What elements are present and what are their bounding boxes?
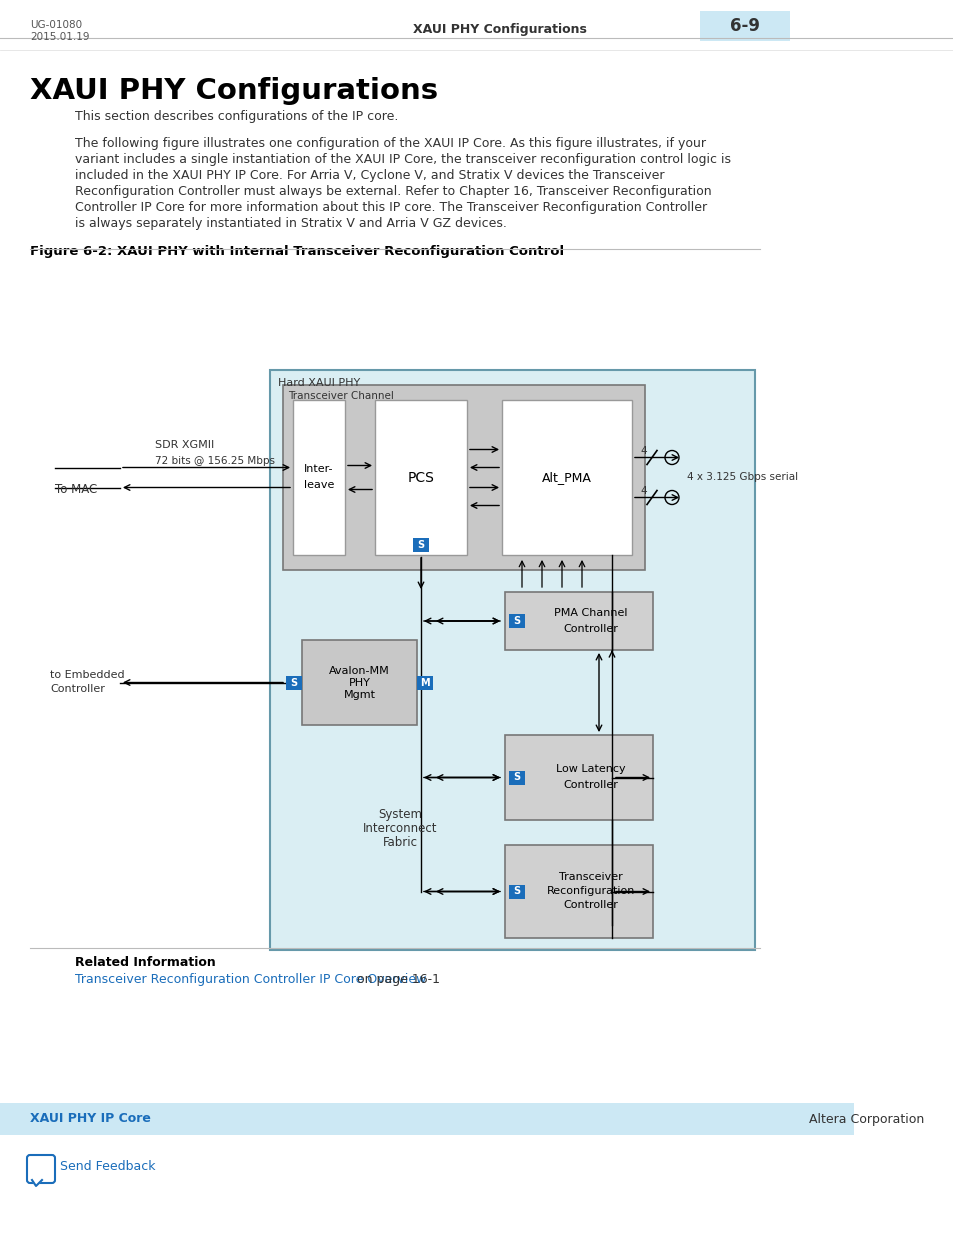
Bar xyxy=(0,1103,853,1135)
Text: System: System xyxy=(377,808,421,821)
Text: Related Information: Related Information xyxy=(75,956,215,968)
Bar xyxy=(504,735,652,820)
Text: S: S xyxy=(513,887,520,897)
Text: 4: 4 xyxy=(639,487,646,496)
Text: Altera Corporation: Altera Corporation xyxy=(808,1113,923,1125)
Text: variant includes a single instantiation of the XAUI IP Core, the transceiver rec: variant includes a single instantiation … xyxy=(75,153,730,165)
Bar xyxy=(286,676,302,689)
Text: Inter-: Inter- xyxy=(304,464,334,474)
Text: To MAC: To MAC xyxy=(55,483,97,496)
Text: included in the XAUI PHY IP Core. For Arria V, Cyclone V, and Stratix V devices : included in the XAUI PHY IP Core. For Ar… xyxy=(75,169,664,182)
Text: S: S xyxy=(417,540,424,550)
Text: 4: 4 xyxy=(639,447,646,457)
Text: PMA Channel: PMA Channel xyxy=(554,608,627,618)
Text: S: S xyxy=(290,678,297,688)
FancyBboxPatch shape xyxy=(27,1155,55,1183)
Text: Transceiver: Transceiver xyxy=(558,872,622,883)
Bar xyxy=(375,400,467,555)
Bar xyxy=(504,592,652,650)
Text: 2015.01.19: 2015.01.19 xyxy=(30,32,90,42)
Bar xyxy=(416,676,433,689)
Bar xyxy=(700,11,789,41)
Bar xyxy=(509,614,524,629)
Text: SDR XGMII: SDR XGMII xyxy=(154,441,214,451)
Text: Controller: Controller xyxy=(563,899,618,909)
Text: Controller: Controller xyxy=(563,624,618,634)
Text: UG-01080: UG-01080 xyxy=(30,20,82,30)
Text: Controller: Controller xyxy=(50,683,105,694)
Text: Interconnect: Interconnect xyxy=(362,823,436,835)
Bar xyxy=(283,385,644,571)
Text: This section describes configurations of the IP core.: This section describes configurations of… xyxy=(75,110,398,124)
Text: Transceiver Reconfiguration Controller IP Core Overview: Transceiver Reconfiguration Controller I… xyxy=(75,972,426,986)
Text: XAUI PHY Configurations: XAUI PHY Configurations xyxy=(413,23,586,37)
Bar xyxy=(413,538,429,552)
Text: M: M xyxy=(419,678,430,688)
Text: is always separately instantiated in Stratix V and Arria V GZ devices.: is always separately instantiated in Str… xyxy=(75,217,506,230)
Text: Alt_PMA: Alt_PMA xyxy=(541,471,591,484)
Text: Reconfiguration: Reconfiguration xyxy=(546,885,635,895)
Bar xyxy=(504,845,652,939)
Text: Controller IP Core for more information about this IP core. The Transceiver Reco: Controller IP Core for more information … xyxy=(75,201,706,214)
Bar xyxy=(270,370,754,950)
Text: The following figure illustrates one configuration of the XAUI IP Core. As this : The following figure illustrates one con… xyxy=(75,137,705,149)
Text: 72 bits @ 156.25 Mbps: 72 bits @ 156.25 Mbps xyxy=(154,456,274,466)
Text: leave: leave xyxy=(303,480,334,490)
Text: PCS: PCS xyxy=(407,471,434,484)
Polygon shape xyxy=(32,1179,42,1186)
Text: Low Latency: Low Latency xyxy=(556,764,625,774)
Text: XAUI PHY Configurations: XAUI PHY Configurations xyxy=(30,77,437,105)
Text: Send Feedback: Send Feedback xyxy=(60,1161,155,1173)
Text: Hard XAUI PHY: Hard XAUI PHY xyxy=(277,378,360,388)
Text: Fabric: Fabric xyxy=(382,836,417,848)
Text: 4 x 3.125 Gbps serial: 4 x 3.125 Gbps serial xyxy=(686,473,798,483)
Bar xyxy=(509,771,524,784)
Text: Transceiver Channel: Transceiver Channel xyxy=(288,391,394,401)
Text: Reconfiguration Controller must always be external. Refer to Chapter 16, Transce: Reconfiguration Controller must always b… xyxy=(75,185,711,198)
Bar xyxy=(293,400,345,555)
Text: Figure 6-2: XAUI PHY with Internal Transceiver Reconfiguration Control: Figure 6-2: XAUI PHY with Internal Trans… xyxy=(30,245,563,258)
Text: Mgmt: Mgmt xyxy=(343,689,375,699)
Text: S: S xyxy=(513,773,520,783)
Text: 6-9: 6-9 xyxy=(729,17,760,35)
Text: S: S xyxy=(513,616,520,626)
Bar xyxy=(509,884,524,899)
Text: on page 16-1: on page 16-1 xyxy=(353,972,439,986)
Text: Controller: Controller xyxy=(563,781,618,790)
Text: PHY: PHY xyxy=(348,678,370,688)
Bar xyxy=(302,640,416,725)
Text: XAUI PHY IP Core: XAUI PHY IP Core xyxy=(30,1113,151,1125)
Bar xyxy=(501,400,631,555)
Text: Avalon-MM: Avalon-MM xyxy=(329,666,390,676)
Text: to Embedded: to Embedded xyxy=(50,669,125,679)
